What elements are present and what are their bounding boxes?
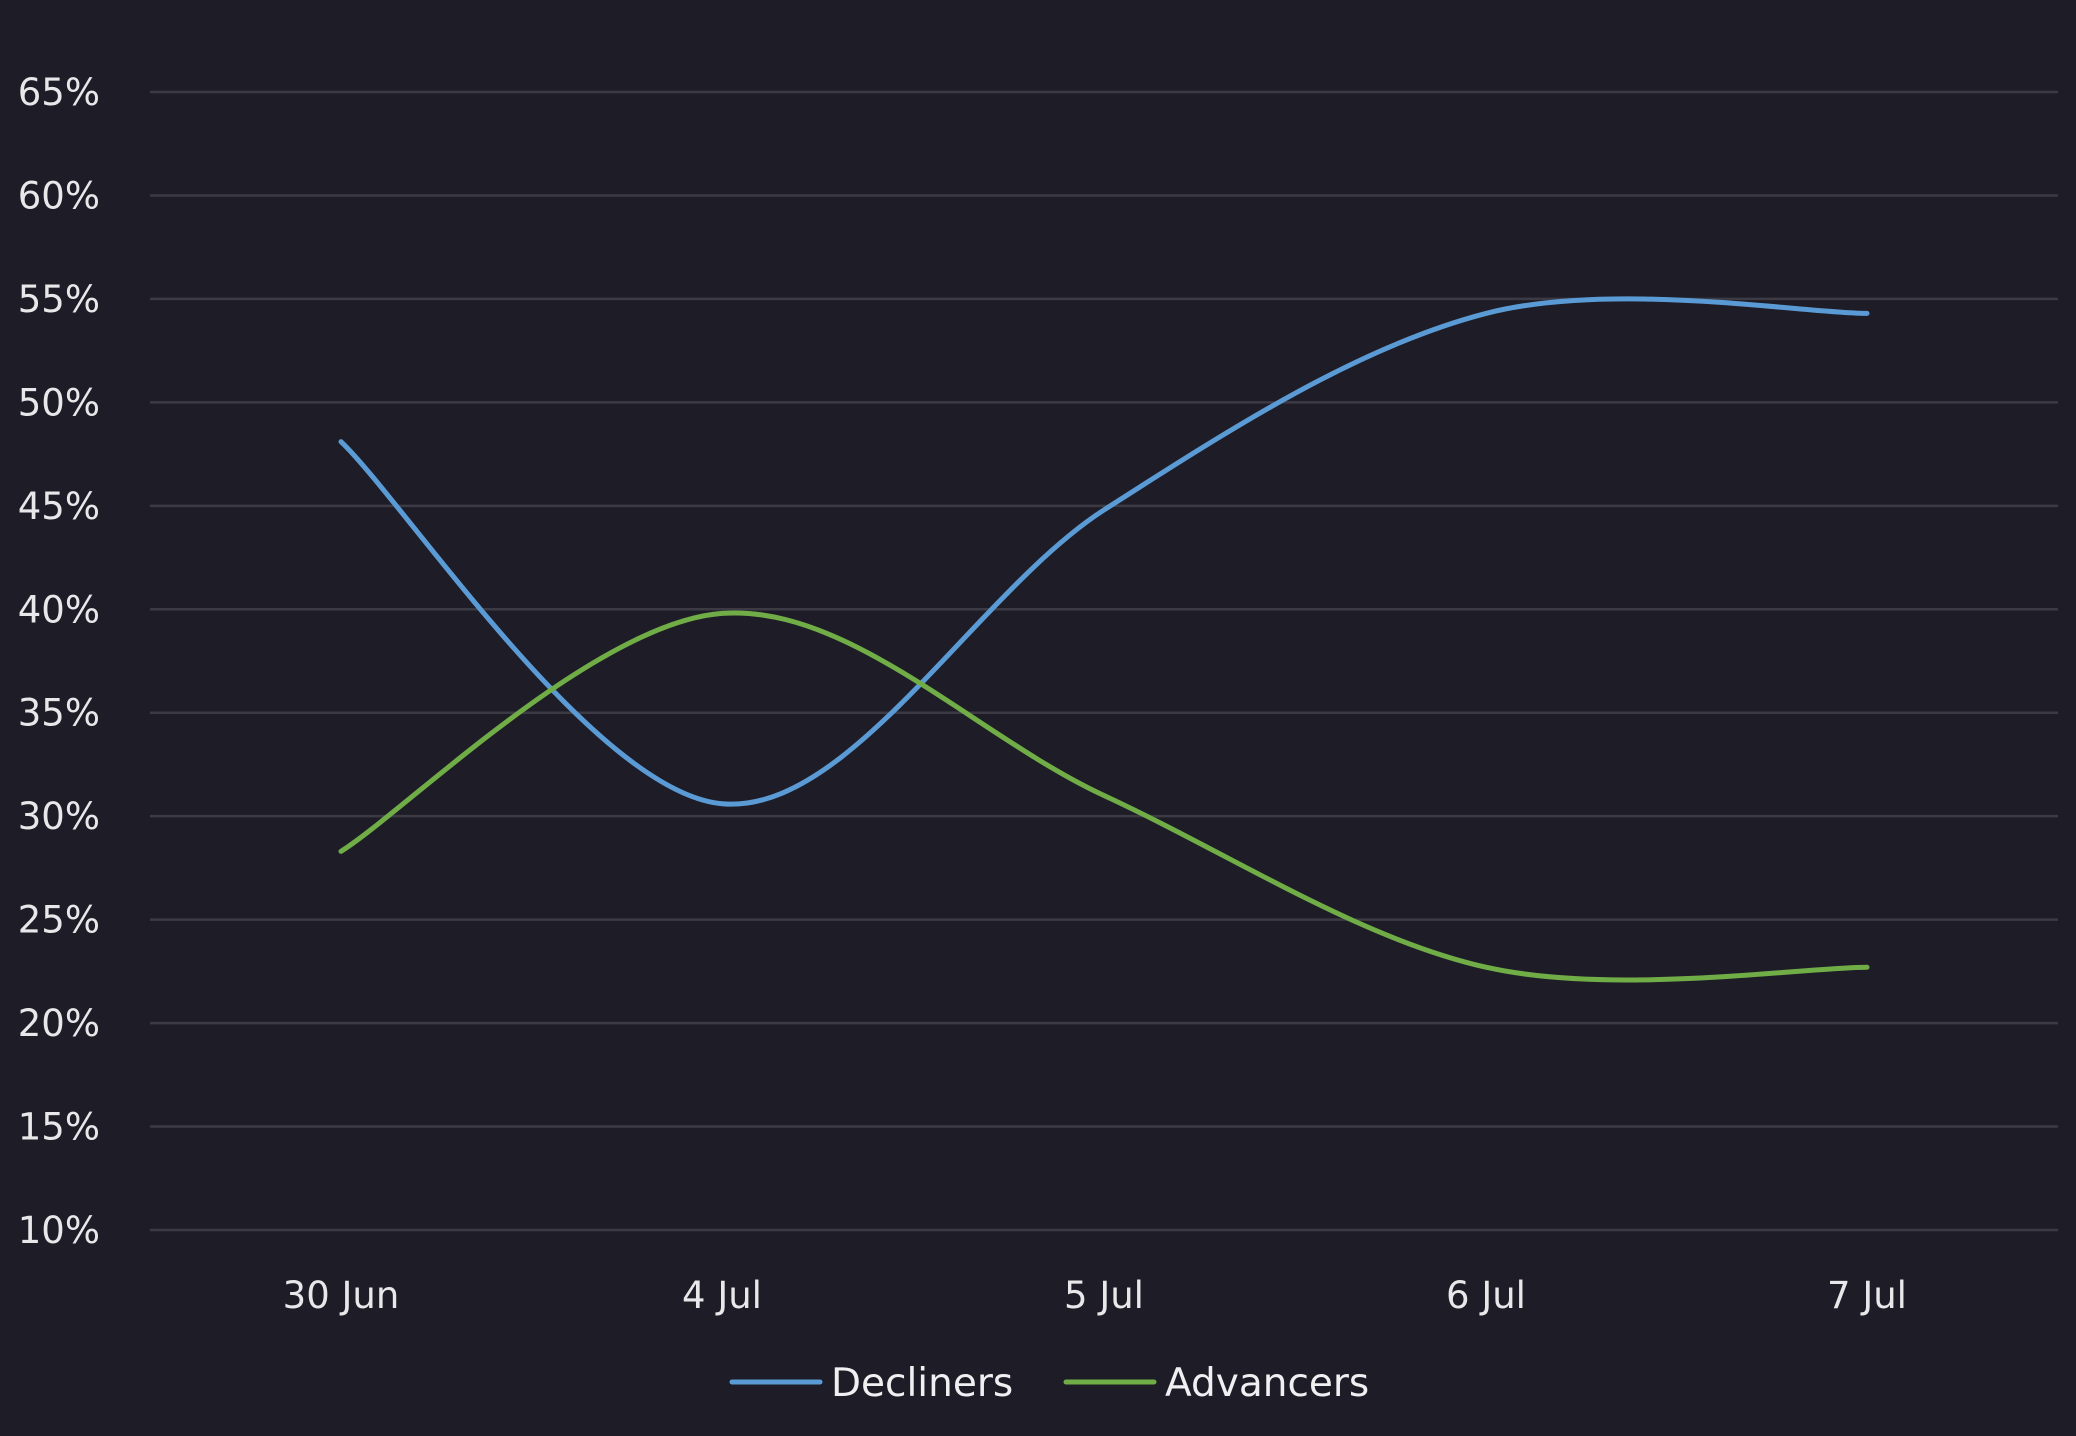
y-tick-label: 45% [18,485,100,528]
y-tick-label: 30% [18,795,100,838]
y-tick-label: 65% [18,71,100,114]
y-tick-label: 25% [18,899,100,942]
legend: Decliners Advancers [729,1361,1369,1406]
x-tick-label: 6 Jul [1446,1274,1526,1317]
legend-item-advancers: Advancers [1063,1361,1369,1406]
x-tick-label: 7 Jul [1827,1274,1907,1317]
y-tick-label: 55% [18,278,100,321]
x-axis: 30 Jun 4 Jul 5 Jul 6 Jul 7 Jul [283,1274,1907,1317]
y-tick-label: 20% [18,1002,100,1045]
y-tick-label: 35% [18,692,100,735]
y-tick-label: 40% [18,588,100,631]
series-lines [338,296,1870,983]
legend-label-decliners: Decliners [831,1361,1013,1406]
y-tick-label: 60% [18,174,100,217]
y-tick-label: 50% [18,381,100,424]
legend-label-advancers: Advancers [1165,1361,1369,1406]
decliners-line [338,296,1870,807]
y-axis: 10% 15% 20% 25% 30% 35% 40% 45% 50% 55% 60% 65% [18,71,100,1252]
x-tick-label: 5 Jul [1064,1274,1144,1317]
gridlines [150,90,2058,1232]
legend-item-decliners: Decliners [729,1361,1013,1406]
y-tick-label: 10% [18,1209,100,1252]
x-tick-label: 4 Jul [682,1274,762,1317]
advancers-line [338,610,1870,983]
x-tick-label: 30 Jun [283,1274,400,1317]
y-tick-label: 15% [18,1106,100,1149]
